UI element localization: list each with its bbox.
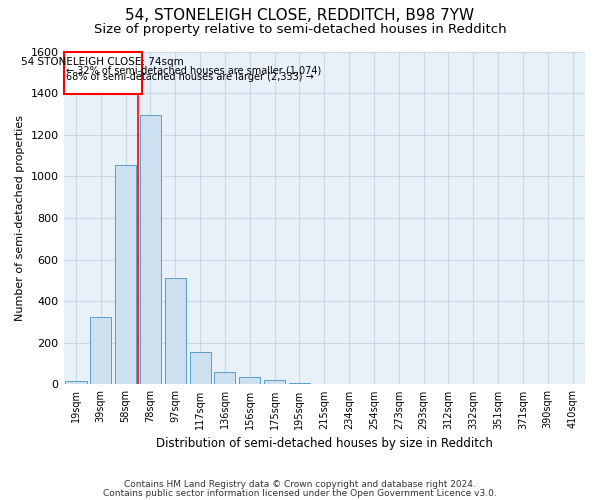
- FancyBboxPatch shape: [64, 52, 142, 94]
- Bar: [140, 115, 161, 384]
- Text: Contains HM Land Registry data © Crown copyright and database right 2024.: Contains HM Land Registry data © Crown c…: [124, 480, 476, 489]
- Bar: [239, 377, 260, 384]
- Text: Contains public sector information licensed under the Open Government Licence v3: Contains public sector information licen…: [103, 488, 497, 498]
- Text: Size of property relative to semi-detached houses in Redditch: Size of property relative to semi-detach…: [94, 22, 506, 36]
- Bar: [264, 380, 285, 384]
- Bar: [115, 165, 136, 384]
- Text: 54, STONELEIGH CLOSE, REDDITCH, B98 7YW: 54, STONELEIGH CLOSE, REDDITCH, B98 7YW: [125, 8, 475, 22]
- Bar: [214, 372, 235, 384]
- Text: 54 STONELEIGH CLOSE: 74sqm: 54 STONELEIGH CLOSE: 74sqm: [21, 58, 184, 68]
- Bar: [65, 382, 86, 384]
- Bar: [289, 383, 310, 384]
- Y-axis label: Number of semi-detached properties: Number of semi-detached properties: [15, 115, 25, 321]
- X-axis label: Distribution of semi-detached houses by size in Redditch: Distribution of semi-detached houses by …: [156, 437, 493, 450]
- Bar: [190, 352, 211, 384]
- Text: ← 32% of semi-detached houses are smaller (1,074): ← 32% of semi-detached houses are smalle…: [65, 66, 321, 76]
- Bar: [90, 317, 112, 384]
- Text: 68% of semi-detached houses are larger (2,333) →: 68% of semi-detached houses are larger (…: [65, 72, 313, 83]
- Bar: [165, 278, 186, 384]
